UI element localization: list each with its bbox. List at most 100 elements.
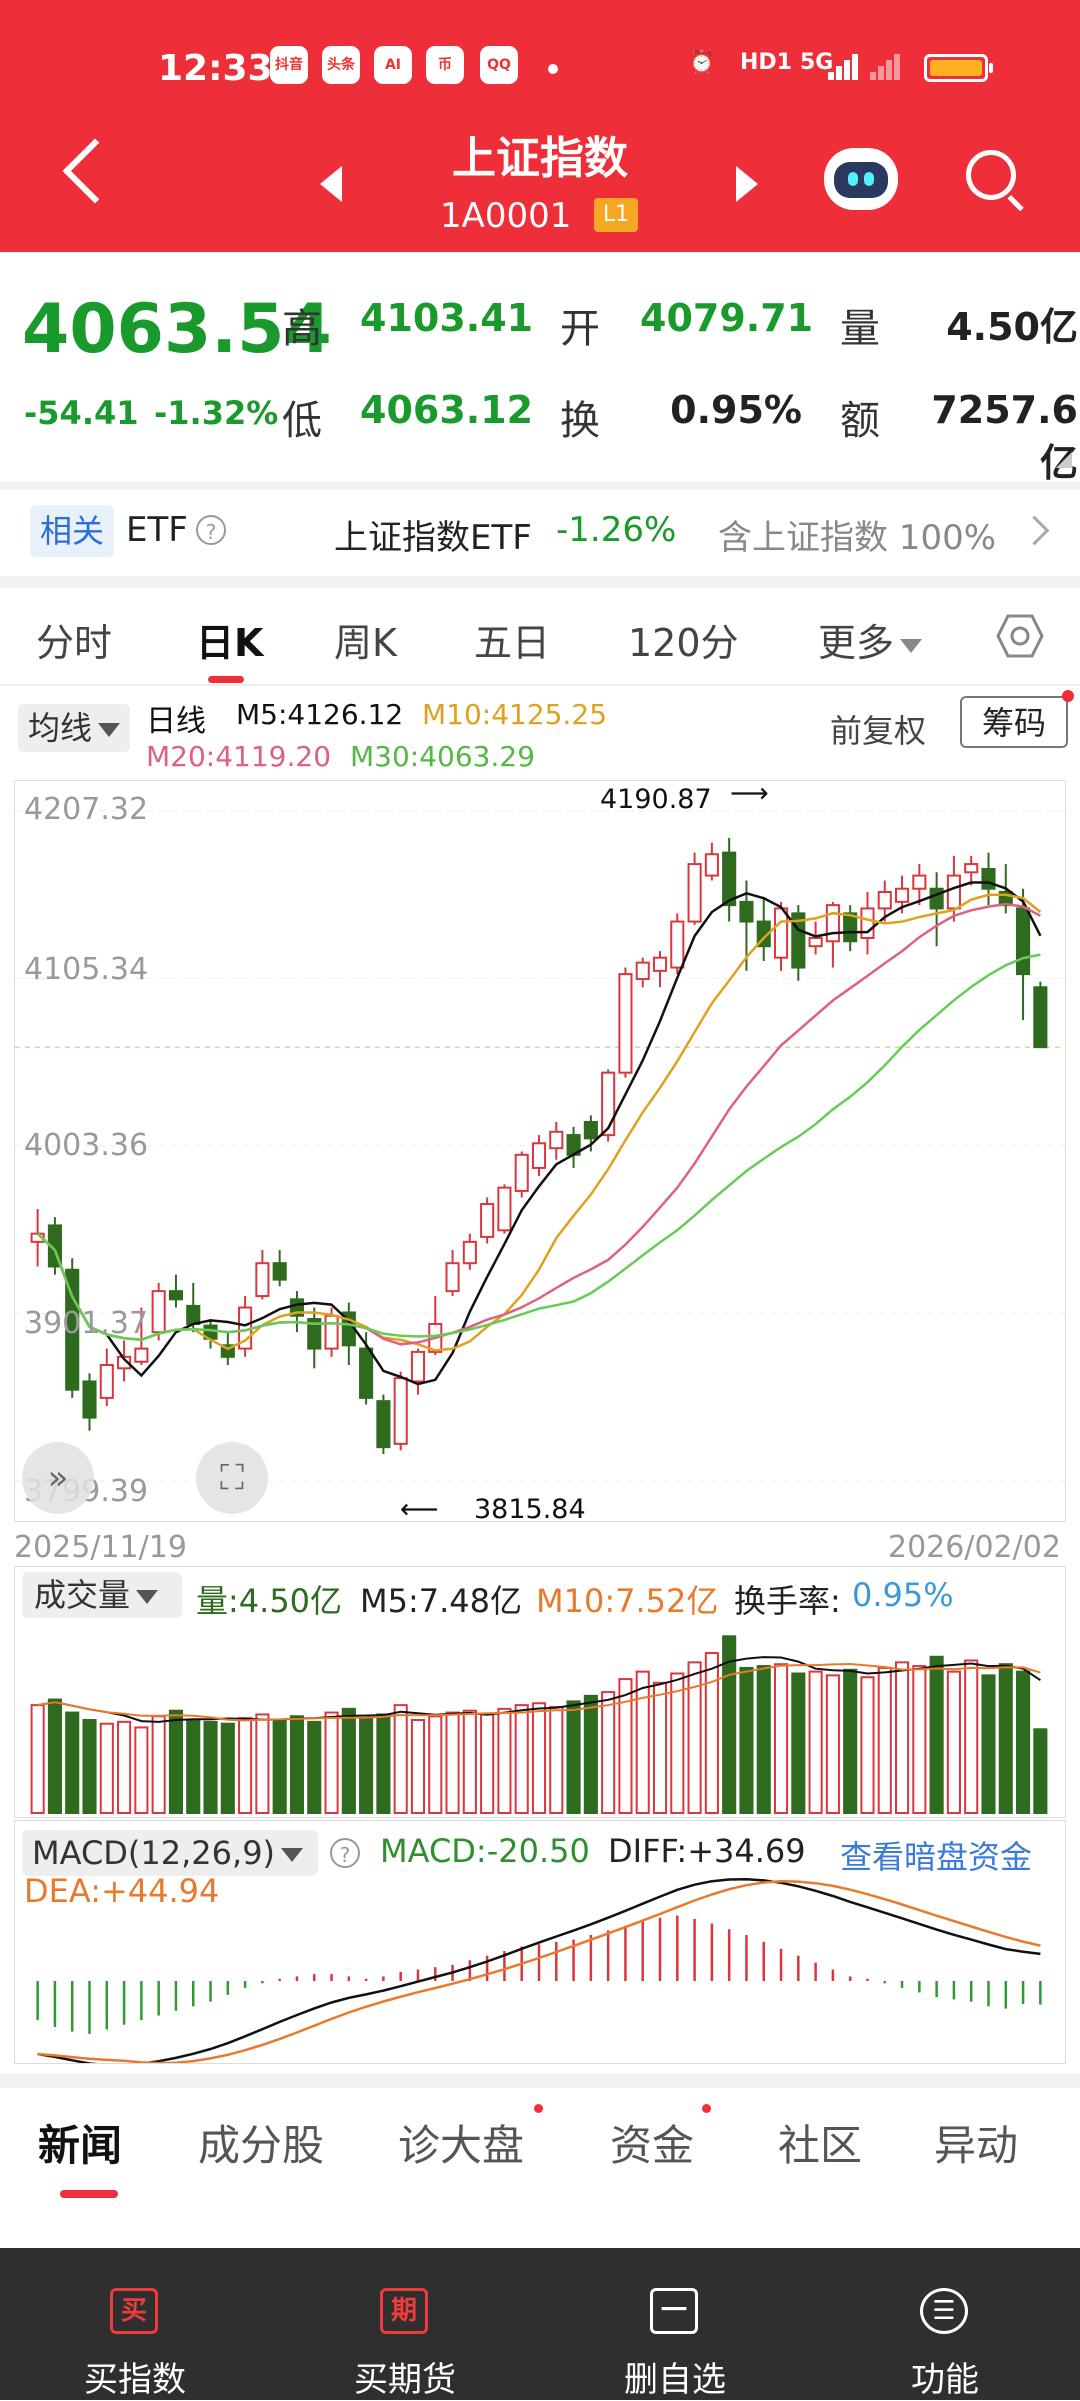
divider [0, 576, 1080, 588]
volume-bar [998, 1663, 1013, 1814]
volume-bar [480, 1713, 495, 1814]
tab-news[interactable]: 新闻 [38, 2121, 123, 2170]
turnover-rate-value: 0.95% [852, 1576, 954, 1614]
tab-intraday[interactable]: 分时 [36, 621, 113, 665]
ma10-label: M10:4125.25 [422, 698, 608, 731]
tab-movement[interactable]: 异动 [934, 2121, 1019, 2170]
adjust-selector[interactable]: 前复权 [830, 712, 927, 750]
volume-bar [877, 1666, 892, 1814]
buy-futures-button[interactable]: 期 买期货 [270, 2248, 540, 2400]
price-change-pct: -1.32% [154, 394, 279, 432]
candle [981, 868, 996, 890]
tab-120min[interactable]: 120分 [628, 621, 739, 665]
tab-weekly-k[interactable]: 周K [334, 621, 397, 665]
fullscreen-icon[interactable]: ⛶ [196, 1442, 268, 1514]
tab-five-day[interactable]: 五日 [474, 621, 551, 665]
candle [462, 1240, 477, 1265]
candle [393, 1377, 408, 1445]
expand-corner-icon[interactable] [1056, 452, 1072, 468]
candle [843, 912, 858, 943]
low-label: 低 [282, 398, 322, 444]
macd-chart[interactable] [14, 1820, 1066, 2064]
ai-assistant-icon[interactable] [824, 148, 898, 210]
header-bar: 12:33 抖音 头条 AI 币 QQ ⏰ HD1 5G 上证指数 1A0001… [0, 0, 1080, 252]
chevron-down-icon [900, 638, 923, 653]
divider [0, 684, 1080, 686]
dea-value: DEA:+44.94 [24, 1872, 220, 1910]
macd-selector[interactable]: MACD(12,26,9) [22, 1830, 318, 1876]
volume-bar [825, 1674, 840, 1814]
amount-value: 7257.6亿 [931, 388, 1078, 485]
tab-diagnosis[interactable]: 诊大盘 [398, 2121, 525, 2170]
candle [722, 851, 737, 907]
period-label: 日线 [146, 704, 206, 739]
chevron-down-icon [281, 1848, 304, 1862]
volume-bar [30, 1704, 45, 1814]
volume-bar [895, 1661, 910, 1814]
functions-label: 功能 [911, 2360, 979, 2400]
next-stock-icon[interactable] [736, 166, 758, 202]
volume-bar [981, 1674, 996, 1814]
tab-more-label: 更多 [818, 621, 895, 665]
tab-more[interactable]: 更多 [818, 612, 923, 667]
volume-bar [99, 1722, 114, 1814]
help-icon[interactable]: ? [330, 1838, 360, 1868]
high-value: 4103.41 [360, 296, 534, 340]
help-icon[interactable]: ? [196, 515, 226, 545]
volume-bar [704, 1652, 719, 1815]
dark-pool-link[interactable]: 查看暗盘资金 [840, 1838, 1033, 1876]
prev-stock-icon[interactable] [320, 166, 342, 202]
low-marker-arrow: ⟵ [400, 1494, 439, 1525]
tab-capital[interactable]: 资金 [610, 2121, 695, 2170]
y-axis-label: 3901.37 [24, 1306, 149, 1341]
volume-bar [514, 1704, 529, 1814]
high-label: 高 [282, 306, 322, 352]
tab-community[interactable]: 社区 [778, 2121, 863, 2170]
price-change: -54.41 [24, 394, 139, 432]
chevron-down-icon [98, 723, 121, 737]
expand-double-chevron-icon[interactable]: » [22, 1442, 94, 1514]
volume-bar [670, 1672, 685, 1814]
app-notification-icon: AI [374, 46, 412, 84]
ma-selector-label: 均线 [28, 709, 93, 747]
volume-value: 4.50亿 [946, 305, 1078, 349]
functions-button[interactable]: ☰ 功能 [810, 2248, 1080, 2400]
status-time: 12:33 [158, 48, 273, 89]
volume-bar [1033, 1728, 1048, 1814]
candle [99, 1364, 114, 1399]
app-notification-icon: 头条 [322, 46, 360, 84]
volume-bar [929, 1655, 944, 1815]
volume-bar [47, 1698, 62, 1814]
high-marker-label: 4190.87 [600, 784, 712, 815]
kline-svg [15, 810, 1065, 1482]
chip-button[interactable]: 筹码 [960, 696, 1068, 748]
back-icon[interactable] [62, 138, 128, 204]
app-notification-icon: 币 [426, 46, 464, 84]
app-notification-icon: QQ [480, 46, 518, 84]
volume-bar [255, 1713, 270, 1814]
search-icon[interactable] [966, 150, 1016, 200]
buy-index-button[interactable]: 买 买指数 [0, 2248, 270, 2400]
tab-daily-k[interactable]: 日K [196, 621, 264, 665]
candle [1033, 986, 1048, 1049]
more-notifications-dot [548, 64, 558, 74]
volume-selector[interactable]: 成交量 [22, 1572, 182, 1618]
bottom-nav: 买 买指数 期 买期货 一 删自选 ☰ 功能 [0, 2248, 1080, 2400]
volume-bar [134, 1726, 149, 1814]
candle [670, 920, 685, 969]
menu-icon: ☰ [920, 2288, 968, 2334]
remove-watchlist-button[interactable]: 一 删自选 [540, 2248, 810, 2400]
volume-bar [289, 1715, 305, 1814]
etf-holding: 含上证指数 100% [718, 518, 997, 558]
volume-bar [324, 1711, 339, 1814]
ma-selector[interactable]: 均线 [18, 704, 130, 752]
network-5g-icon: 5G [800, 50, 834, 75]
candle [964, 863, 979, 874]
kline-chart[interactable] [14, 780, 1066, 1522]
tab-constituents[interactable]: 成分股 [198, 2121, 325, 2170]
volume-label: 量 [840, 306, 880, 352]
open-label: 开 [560, 306, 600, 352]
volume-chart[interactable] [14, 1566, 1066, 1818]
settings-icon[interactable] [996, 612, 1044, 660]
volume-bar [186, 1719, 201, 1814]
